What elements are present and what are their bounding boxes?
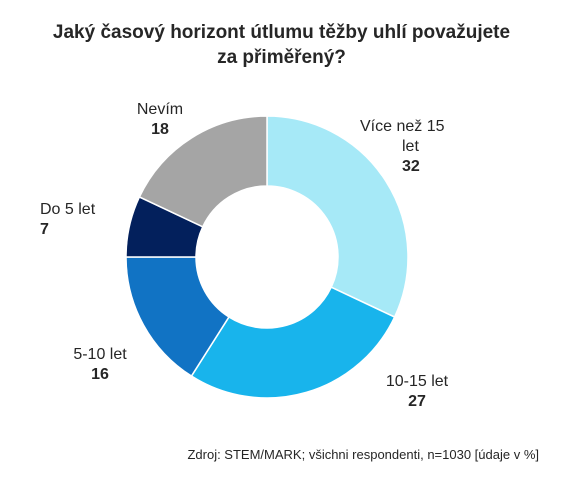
slice-label-10-15-let: 10-15 let 27: [372, 372, 462, 412]
slice-label-text: 5-10 let: [73, 346, 127, 363]
slice-label-text: Do 5 let: [40, 201, 96, 218]
source-note: Zdroj: STEM/MARK; všichni respondenti, n…: [187, 447, 539, 462]
slice-label-nevim: Nevím 18: [120, 100, 200, 140]
slice-value: 16: [91, 366, 109, 383]
slice-label-text: Více než 15: [360, 118, 445, 135]
chart-title: Jaký časový horizont útlumu těžby uhlí p…: [0, 20, 563, 70]
slice-value: 18: [151, 121, 169, 138]
slice-label-text: Nevím: [136, 101, 184, 118]
chart-title-line-2: za přiměřený?: [217, 47, 346, 68]
slice-label-vice-nez-15-let: Více než 15 let 32: [360, 117, 480, 177]
slice-label-text: 10-15 let: [385, 373, 449, 390]
slice-label-5-10-let: 5-10 let 16: [60, 345, 140, 385]
slice-value: 32: [402, 158, 420, 175]
donut-slice-více-než-15-let: [266, 115, 409, 319]
chart-title-line-1: Jaký časový horizont útlumu těžby uhlí p…: [52, 22, 511, 43]
slice-value: 7: [40, 221, 49, 238]
slice-label-text: let: [402, 138, 419, 155]
slice-label-do-5-let: Do 5 let 7: [40, 200, 130, 240]
donut-slice-10-15-let: [190, 286, 396, 399]
slice-value: 27: [408, 393, 426, 410]
donut-slice-nevím: [138, 115, 268, 228]
